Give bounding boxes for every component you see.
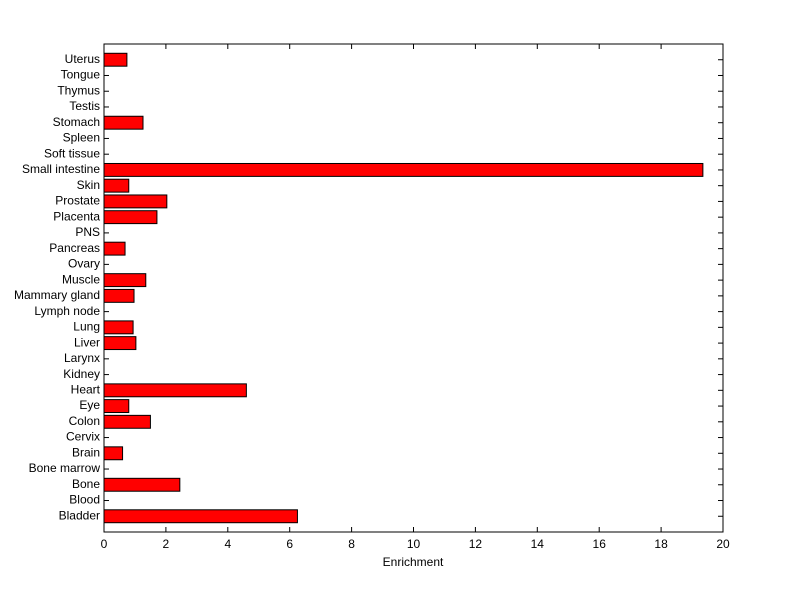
bar [103,241,126,256]
y-tick-label: Bone [72,477,100,491]
x-tick-label: 0 [101,537,108,551]
y-tick-label: Brain [72,445,100,459]
bar [103,446,124,461]
y-tick-label: Mammary gland [14,288,100,302]
bar [103,210,158,225]
x-tick-label: 16 [593,537,607,551]
bar [103,320,134,335]
y-tick-label: Liver [74,335,100,349]
y-tick-label: Testis [69,99,100,113]
bar [103,273,147,288]
x-tick-label: 10 [407,537,421,551]
y-tick-label: Cervix [66,430,100,444]
y-tick-label: Ovary [68,257,100,271]
y-tick-label: Small intestine [22,162,100,176]
bar [103,383,247,398]
bar [103,336,137,351]
y-tick-label: Bladder [59,508,100,522]
y-tick-label: Lung [73,320,100,334]
y-tick-label: Larynx [64,351,100,365]
y-tick-label: Thymus [57,83,100,97]
y-tick-label: Lymph node [34,304,100,318]
y-tick-label: Spleen [63,131,100,145]
y-tick-label: Pancreas [49,241,100,255]
y-tick-label: Placenta [53,209,100,223]
bar [103,115,144,130]
x-axis-label: Enrichment [383,555,444,569]
y-tick-label: Skin [77,178,100,192]
bar [103,52,128,67]
x-tick-label: 8 [348,537,355,551]
y-tick-label: Stomach [53,115,100,129]
y-tick-label: PNS [75,225,100,239]
y-tick-label: Heart [71,382,101,396]
bar [103,414,151,429]
x-tick-label: 20 [716,537,730,551]
y-tick-label: Kidney [63,367,100,381]
x-tick-label: 14 [531,537,545,551]
y-tick-label: Prostate [55,194,100,208]
bar [103,194,168,209]
y-tick-label: Bone marrow [29,461,101,475]
y-tick-label: Soft tissue [44,146,100,160]
y-tick-label: Tongue [61,68,101,82]
bar [103,162,704,177]
x-tick-label: 12 [469,537,483,551]
plot-frame [103,43,724,533]
x-tick-label: 6 [286,537,293,551]
y-tick-label: Blood [69,493,100,507]
y-tick-label: Eye [79,398,100,412]
bar [103,477,181,492]
bar [103,178,130,193]
x-tick-label: 2 [163,537,170,551]
bar [103,288,135,303]
x-tick-label: 18 [654,537,668,551]
bar [103,509,298,524]
y-tick-label: Colon [69,414,100,428]
x-tick-label: 4 [224,537,231,551]
bar [103,399,130,414]
y-tick-label: Muscle [62,272,100,286]
y-tick-label: Uterus [65,52,100,66]
